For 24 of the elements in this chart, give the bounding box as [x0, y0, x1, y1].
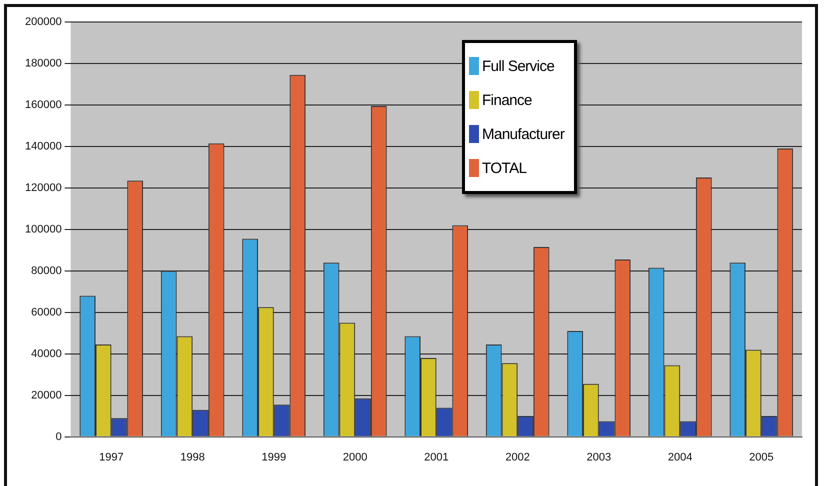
y-tick-label: 160000: [24, 98, 62, 111]
legend-label: Manufacturer: [482, 126, 564, 142]
y-tick-label: 120000: [24, 182, 62, 194]
x-tick-label: 2003: [586, 451, 612, 464]
y-tick-label: 200000: [24, 16, 62, 28]
x-tick-label: 2000: [342, 451, 368, 464]
x-tick-label: 2002: [505, 451, 530, 464]
legend-label: Full Service: [482, 58, 554, 74]
y-tick-label: 0: [56, 430, 62, 443]
x-tick-label: 2001: [424, 451, 449, 464]
y-tick-label: 180000: [24, 58, 62, 70]
x-tick-label: 1998: [180, 451, 205, 464]
y-tick-label: 100000: [24, 223, 62, 236]
x-tick-label: 1997: [99, 451, 124, 464]
x-tick-label: 1999: [262, 451, 286, 464]
y-tick-label: 140000: [24, 140, 62, 152]
y-tick-label: 40000: [31, 348, 62, 360]
y-tick-label: 80000: [31, 264, 62, 277]
legend-label: TOTAL: [482, 160, 526, 176]
x-tick-label: 2005: [749, 451, 774, 464]
y-tick-label: 20000: [31, 389, 62, 402]
y-tick-label: 60000: [31, 306, 62, 318]
legend-label: Finance: [482, 92, 532, 108]
x-tick-label: 2004: [668, 451, 692, 464]
